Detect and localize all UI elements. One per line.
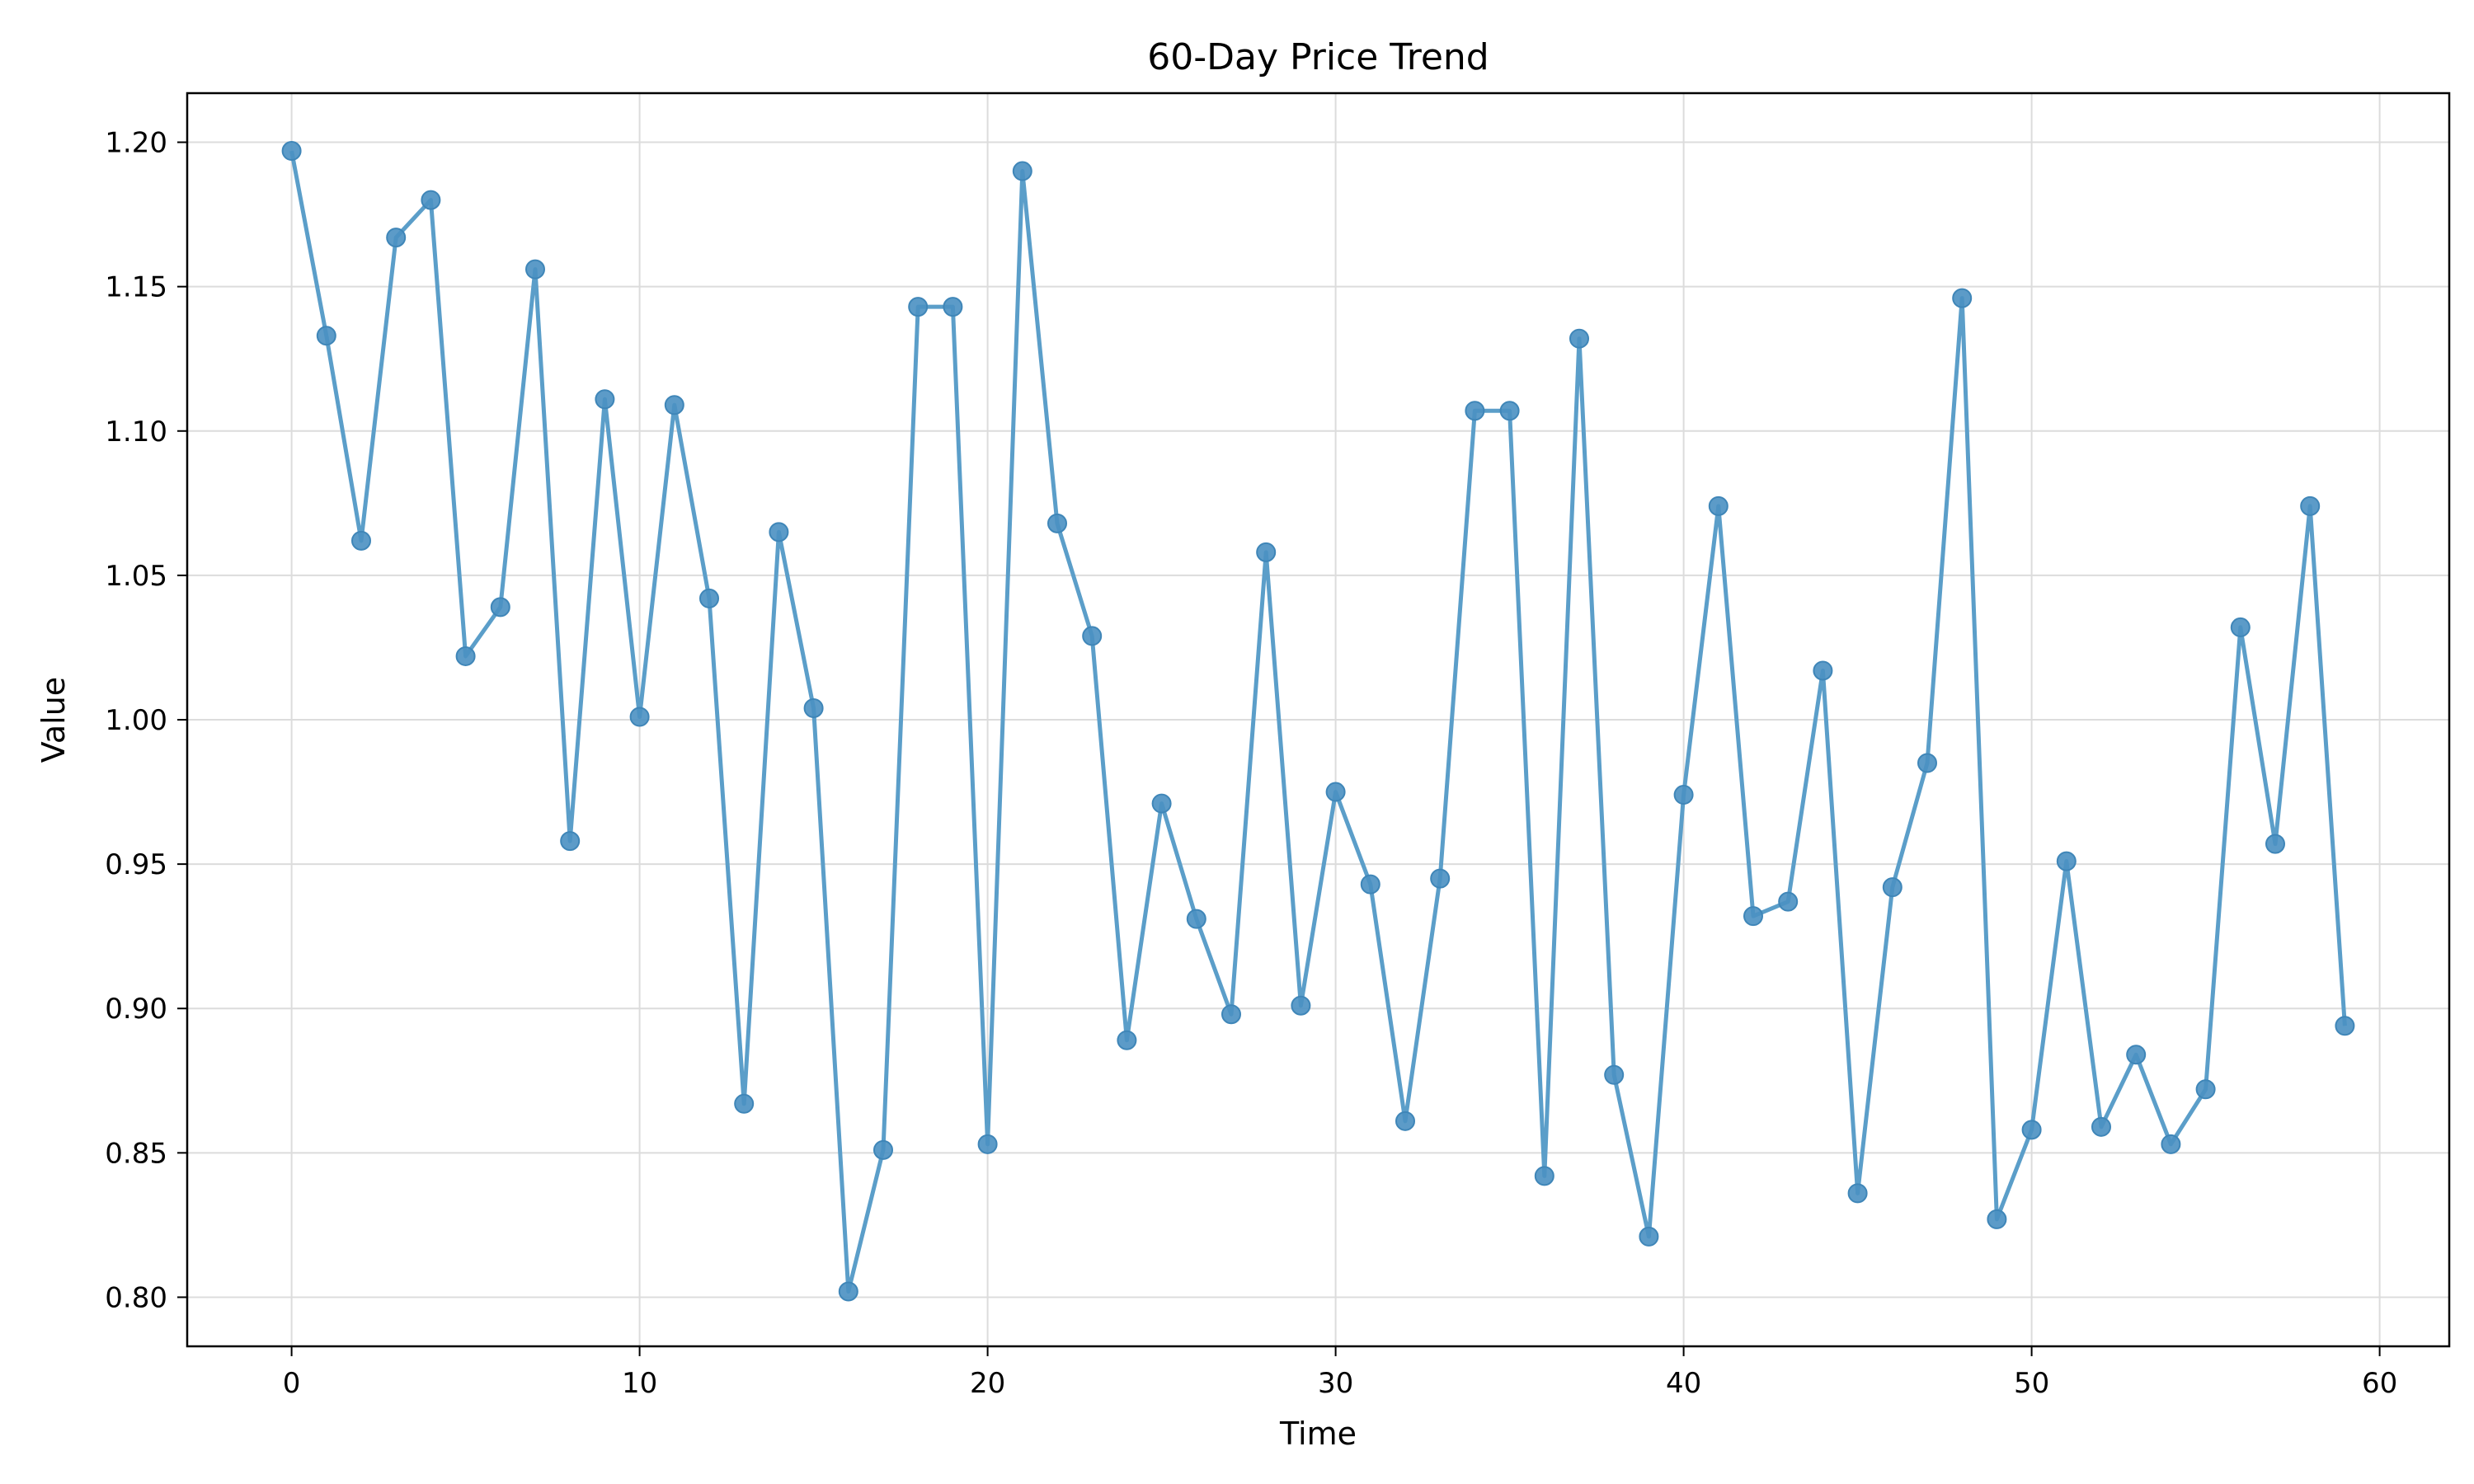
data-point [1847,1183,1868,1204]
data-point [664,395,684,416]
x-tick-label: 50 [2014,1367,2049,1400]
y-tick-label: 1.00 [105,704,167,737]
data-point [2126,1045,2147,1065]
data-point [1708,495,1729,516]
data-point [1012,161,1032,181]
data-point [1569,328,1589,349]
data-point [455,646,476,666]
data-point [1987,1209,2007,1229]
data-point [351,530,371,551]
y-tick-label: 1.10 [105,416,167,448]
data-point [2091,1116,2111,1137]
y-tick-label: 0.80 [105,1281,167,1314]
data-point [943,297,963,317]
data-point [2300,495,2321,516]
data-point [1465,401,1485,421]
data-point [629,707,650,727]
data-point [525,259,545,279]
data-point [1430,868,1451,889]
data-point [1743,906,1763,927]
x-tick-label: 10 [622,1367,657,1400]
data-point [1186,909,1206,929]
data-point [2021,1120,2042,1140]
data-point [1360,874,1380,895]
grid-lines [187,93,2449,1346]
data-point [2230,617,2251,637]
y-tick-label: 0.95 [105,848,167,881]
x-tick-label: 0 [283,1367,301,1400]
y-tick-label: 1.05 [105,560,167,593]
x-tick-label: 20 [970,1367,1005,1400]
y-tick-label: 0.90 [105,993,167,1026]
x-tick-label: 60 [2362,1367,2397,1400]
axis-ticks: 0 10 20 30 40 50 60 0.80 0.85 0.90 0.95 1.00 1.05 1.1… [105,127,2397,1400]
data-point [595,389,615,410]
series-line [289,150,2347,1294]
data-point [1499,401,1520,421]
data-point [281,141,302,162]
data-point [2335,1016,2355,1036]
data-point [2056,851,2077,871]
data-point [1082,626,1103,646]
data-point [1151,793,1172,814]
data-point [1291,995,1311,1016]
data-point [699,588,719,608]
data-point [2195,1079,2216,1100]
data-point [386,228,407,248]
data-point [1395,1111,1415,1131]
x-axis-label: Time [1279,1416,1357,1452]
data-point [838,1281,858,1302]
data-point [1221,1004,1241,1025]
data-point [1882,877,1903,898]
data-point [1778,891,1799,912]
x-tick-label: 40 [1666,1367,1701,1400]
data-point [908,297,929,317]
data-point [1117,1030,1137,1050]
data-series [281,141,2355,1302]
data-point [1952,288,1973,308]
data-point [1604,1064,1625,1085]
y-axis-label: Value [35,677,72,763]
y-tick-label: 1.15 [105,271,167,304]
data-point [873,1139,893,1160]
data-point [1639,1226,1659,1247]
data-point [1534,1166,1554,1186]
chart-title: 60-Day Price Trend [1147,36,1489,78]
data-point [2265,834,2285,854]
data-point [1047,513,1067,533]
data-point [803,697,824,718]
y-tick-label: 0.85 [105,1137,167,1170]
data-point [1813,660,1833,681]
data-point [1673,785,1694,805]
x-tick-label: 30 [1318,1367,1353,1400]
data-point [977,1134,998,1154]
data-point [490,597,510,618]
data-point [1325,782,1346,802]
data-point [769,522,789,542]
data-point [2161,1134,2181,1154]
data-point [560,831,581,852]
y-tick-label: 1.20 [105,127,167,160]
data-point [1256,542,1277,562]
data-point [316,326,336,346]
data-point [421,190,441,210]
data-point [1917,753,1937,773]
data-point [734,1093,755,1114]
